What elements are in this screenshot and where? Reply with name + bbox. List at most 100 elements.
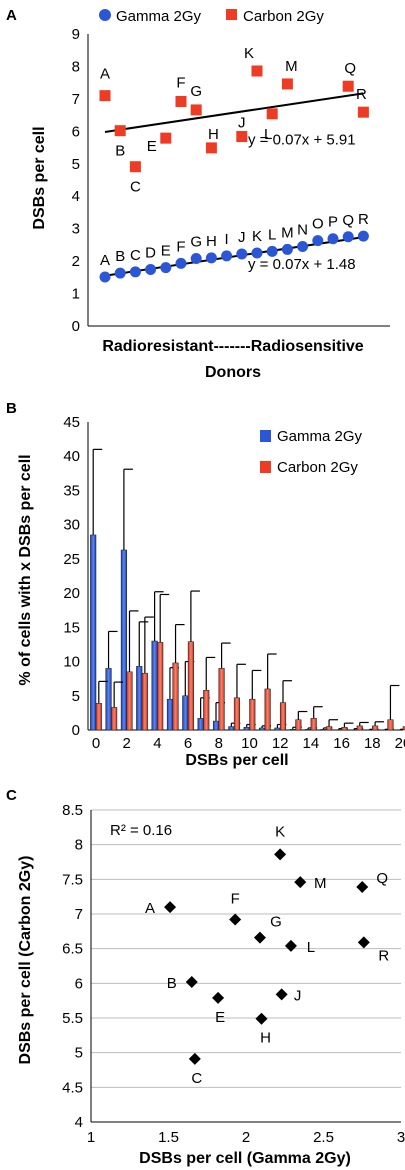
gamma-point bbox=[99, 271, 111, 283]
carbon-bar bbox=[111, 707, 118, 731]
point-label: B bbox=[167, 975, 177, 992]
carbon-trend-equation: y = 0.07x + 5.91 bbox=[248, 131, 356, 148]
gamma-point bbox=[145, 264, 157, 276]
y-tick-label: 9 bbox=[72, 26, 80, 43]
gamma-point-label: P bbox=[328, 214, 338, 231]
legend-carbon-label: Carbon 2Gy bbox=[243, 8, 324, 25]
gamma-bar bbox=[197, 718, 204, 731]
gamma-bar bbox=[274, 727, 281, 731]
x-tick-label: 10 bbox=[241, 735, 258, 752]
gamma-point-label: G bbox=[190, 234, 202, 251]
y-tick-label: 8.5 bbox=[62, 802, 83, 819]
gamma-point bbox=[160, 262, 172, 274]
y-tick-label: 40 bbox=[63, 448, 80, 465]
legend-carbon-swatch bbox=[260, 461, 271, 473]
data-point bbox=[274, 848, 287, 861]
y-tick-label: 5 bbox=[72, 156, 80, 173]
gamma-point bbox=[342, 231, 354, 243]
y-tick-label: 6 bbox=[75, 975, 83, 992]
y-tick-label: 1 bbox=[72, 286, 80, 303]
y-tick-label: 0 bbox=[72, 318, 80, 335]
gamma-point-label: L bbox=[268, 226, 276, 243]
x-tick-label: 6 bbox=[184, 735, 192, 752]
gamma-point-label: A bbox=[100, 252, 110, 269]
gamma-bar bbox=[289, 729, 296, 731]
point-label: G bbox=[270, 914, 282, 931]
x-tick-label: 20 bbox=[395, 735, 405, 752]
gamma-bar bbox=[105, 668, 112, 731]
gamma-bar bbox=[136, 666, 143, 731]
carbon-point-label: Q bbox=[344, 60, 356, 77]
gamma-point bbox=[251, 247, 263, 259]
carbon-point-label: F bbox=[176, 74, 185, 91]
panel-c-x-ticks: 1 1.5 2 2.5 3 bbox=[87, 1129, 405, 1146]
panel-c-letter: C bbox=[6, 787, 17, 804]
carbon-point bbox=[114, 125, 126, 137]
point-label: F bbox=[231, 891, 240, 908]
data-point bbox=[185, 975, 198, 988]
gamma-point-label: B bbox=[115, 248, 125, 265]
data-point bbox=[229, 913, 242, 926]
legend-gamma-swatch bbox=[260, 430, 271, 442]
carbon-bar bbox=[264, 688, 271, 731]
panel-a-y-ticks: 0 1 2 3 4 5 6 7 8 9 bbox=[72, 26, 80, 335]
gamma-point bbox=[129, 266, 141, 278]
y-tick-label: 35 bbox=[63, 482, 80, 499]
carbon-bar bbox=[172, 662, 179, 731]
carbon-point-label: A bbox=[100, 66, 110, 83]
panel-c-grid bbox=[91, 809, 401, 1088]
y-tick-label: 5.5 bbox=[62, 1010, 83, 1027]
panel-a-y-axis-title: DSBs per cell bbox=[31, 126, 48, 229]
gamma-bar bbox=[212, 720, 220, 731]
y-tick-label: 8 bbox=[72, 58, 80, 75]
carbon-bar bbox=[402, 726, 405, 731]
point-label: L bbox=[307, 939, 315, 956]
gamma-point-label: H bbox=[206, 233, 217, 250]
point-label: R bbox=[378, 947, 389, 964]
gamma-point-label: Q bbox=[342, 212, 354, 229]
gamma-bar bbox=[151, 640, 158, 731]
panel-b-plot: 0 2 4 6 8 10 12 14 16 18 20 bbox=[87, 422, 405, 752]
data-point bbox=[188, 1052, 201, 1065]
x-tick-label: 2.5 bbox=[313, 1129, 334, 1146]
carbon-point bbox=[190, 104, 202, 116]
carbon-trendline bbox=[104, 92, 364, 133]
panel-c-y-ticks: 4 4.5 5 5.5 6 6.5 7 7.5 8 8.5 bbox=[62, 802, 83, 1131]
gamma-trend-equation: y = 0.07x + 1.48 bbox=[248, 256, 356, 273]
panel-b-x-axis-title: DSBs per cell bbox=[185, 752, 288, 769]
legend-carbon-marker bbox=[226, 9, 237, 20]
y-tick-label: 7 bbox=[75, 906, 83, 923]
carbon-bar bbox=[387, 719, 394, 731]
gamma-point-label: R bbox=[358, 211, 369, 228]
data-point bbox=[357, 936, 370, 949]
carbon-bar bbox=[372, 725, 379, 731]
carbon-point bbox=[266, 108, 278, 120]
data-point bbox=[255, 1012, 268, 1025]
y-tick-label: 20 bbox=[63, 585, 80, 602]
x-tick-label: 8 bbox=[215, 735, 223, 752]
x-tick-label: 18 bbox=[364, 735, 381, 752]
x-tick-label: 1.5 bbox=[158, 1129, 179, 1146]
y-tick-label: 7.5 bbox=[62, 871, 83, 888]
panel-b-y-axis-title: % of cells with x DSBs per cell bbox=[17, 454, 34, 685]
panel-c-y-axis-title: DSBs per cell (Carbon 2Gy) bbox=[17, 856, 34, 1065]
x-tick-label: 2 bbox=[242, 1129, 250, 1146]
carbon-point-label: R bbox=[356, 86, 367, 103]
carbon-bar bbox=[249, 698, 256, 731]
y-tick-label: 4.5 bbox=[62, 1079, 83, 1096]
y-tick-label: 15 bbox=[63, 619, 80, 636]
carbon-point bbox=[251, 65, 263, 77]
y-tick-label: 4 bbox=[75, 1114, 83, 1131]
panel-b-letter: B bbox=[6, 400, 17, 417]
gamma-point-label: J bbox=[238, 229, 246, 246]
carbon-bar bbox=[326, 726, 333, 731]
y-tick-label: 45 bbox=[63, 414, 80, 431]
carbon-bar bbox=[310, 718, 317, 731]
gamma-bar bbox=[90, 534, 97, 731]
y-tick-label: 5 bbox=[72, 688, 80, 705]
carbon-bar bbox=[126, 671, 133, 731]
gamma-point bbox=[327, 233, 339, 245]
carbon-point-label: K bbox=[244, 45, 254, 62]
gamma-point bbox=[236, 248, 248, 260]
